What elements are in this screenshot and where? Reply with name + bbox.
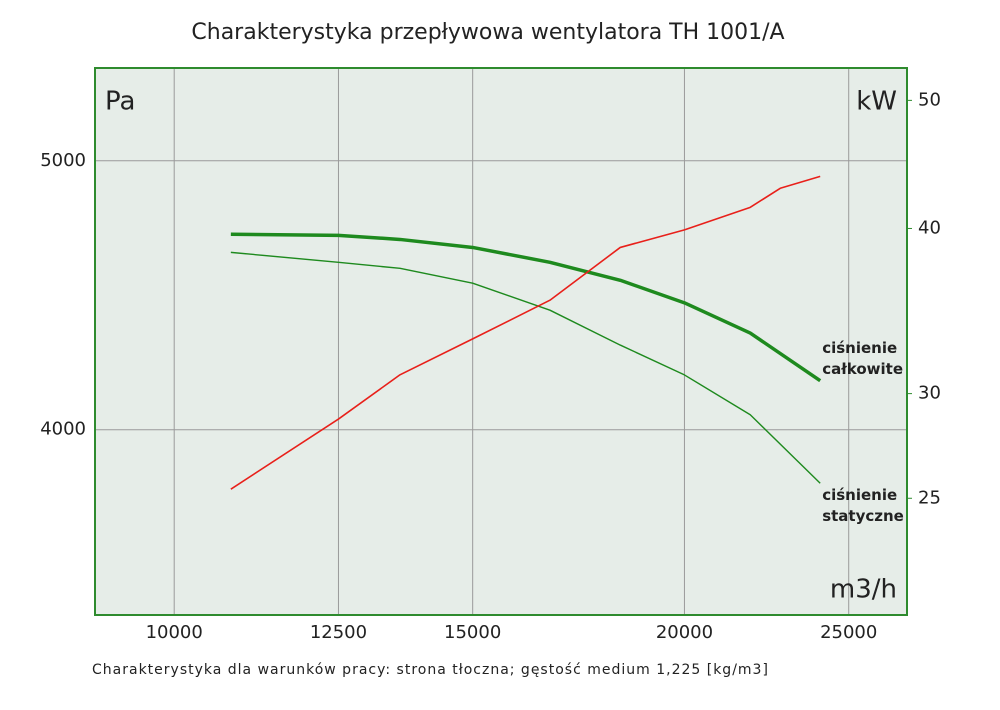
x-tick-label: 10000 [146,622,203,643]
y-tick-label: 5000 [40,150,86,171]
y-tick-label: 4000 [40,419,86,440]
annotation: ciśnienie [822,339,897,357]
x-tick-label: 12500 [310,622,367,643]
plot-border [94,67,908,616]
chart-title: Charakterystyka przepływowa wentylatora … [191,20,784,45]
y-unit: Pa [105,87,135,117]
y2-tick-label: 25 [918,487,941,508]
annotation: całkowite [822,360,903,378]
annotation: statyczne [822,507,904,525]
series-line [230,232,822,383]
plot-area [95,68,907,615]
y2-tick-label: 30 [918,383,941,404]
x-tick-label: 25000 [820,622,877,643]
x-unit: m3/h [830,575,897,605]
series-line [230,175,821,490]
y2-unit: kW [856,87,897,117]
y2-tick-label: 50 [918,89,941,110]
x-tick-label: 15000 [444,622,501,643]
grid [95,68,907,615]
series-line [230,251,821,484]
footnote: Charakterystyka dla warunków pracy: stro… [92,662,769,678]
y2-tick-label: 40 [918,217,941,238]
lines [230,175,822,490]
x-tick-label: 20000 [656,622,713,643]
annotation: ciśnienie [822,486,897,504]
